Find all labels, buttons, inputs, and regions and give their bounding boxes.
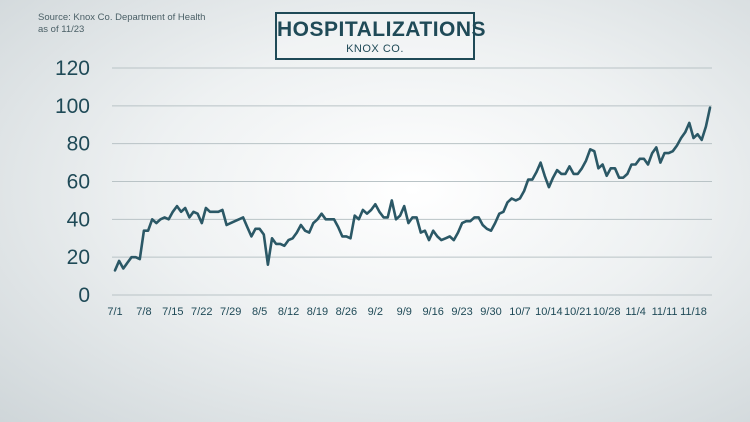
x-tick-label: 8/19 bbox=[307, 306, 328, 318]
x-tick-label: 7/29 bbox=[220, 306, 241, 318]
source-line-1: Source: Knox Co. Department of Health bbox=[38, 12, 206, 23]
x-tick-label: 8/5 bbox=[252, 306, 267, 318]
x-tick-label: 8/12 bbox=[278, 306, 299, 318]
source-note: Source: Knox Co. Department of Health as… bbox=[38, 12, 205, 36]
x-tick-label: 9/23 bbox=[451, 306, 472, 318]
x-tick-label: 7/22 bbox=[191, 306, 212, 318]
x-tick-label: 10/21 bbox=[564, 306, 592, 318]
y-axis-ticks: 0 20 40 60 80 100 120 bbox=[55, 57, 90, 307]
x-tick-label: 7/15 bbox=[162, 306, 183, 318]
x-tick-label: 11/4 bbox=[625, 306, 646, 318]
x-tick-label: 9/16 bbox=[422, 306, 443, 318]
gridlines bbox=[112, 67, 712, 296]
x-tick-label: 9/2 bbox=[368, 306, 383, 318]
x-tick-label: 10/14 bbox=[535, 306, 563, 318]
x-tick-label: 10/28 bbox=[593, 306, 621, 318]
x-tick-label: 11/11 bbox=[652, 306, 678, 318]
x-tick-label: 7/1 bbox=[107, 306, 122, 318]
y-tick-label: 60 bbox=[67, 171, 90, 194]
x-tick-label: 9/9 bbox=[397, 306, 412, 318]
source-line-2: as of 11/23 bbox=[38, 24, 85, 35]
y-tick-label: 0 bbox=[78, 284, 90, 307]
x-axis-ticks: 7/1 7/8 7/15 7/22 7/29 8/5 8/12 8/19 8/26 9/2 9/9 9… bbox=[107, 306, 706, 318]
x-tick-label: 9/30 bbox=[480, 306, 501, 318]
x-tick-label: 11/18 bbox=[680, 306, 707, 318]
y-tick-label: 40 bbox=[67, 208, 90, 231]
x-tick-label: 8/26 bbox=[336, 306, 357, 318]
chart-title: HOSPITALIZATIONS bbox=[277, 18, 487, 41]
y-tick-label: 100 bbox=[55, 95, 90, 118]
y-tick-label: 120 bbox=[55, 57, 90, 80]
x-tick-label: 10/7 bbox=[509, 306, 530, 318]
hospitalizations-line bbox=[113, 106, 712, 272]
x-tick-label: 7/8 bbox=[136, 306, 151, 318]
chart-title-box: HOSPITALIZATIONS KNOX CO. bbox=[275, 12, 487, 60]
y-tick-label: 20 bbox=[67, 246, 90, 269]
y-tick-label: 80 bbox=[67, 133, 90, 156]
chart-subtitle: KNOX CO. bbox=[346, 43, 404, 55]
